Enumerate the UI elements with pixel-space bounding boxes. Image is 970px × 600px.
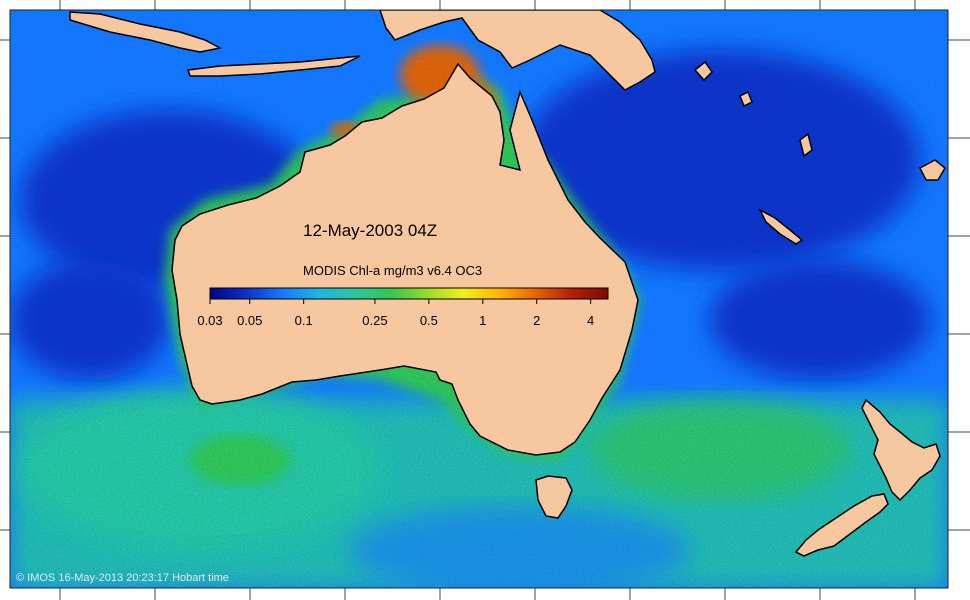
colorbar-tick-label: 1 <box>479 313 487 328</box>
australia-landmass <box>171 62 639 456</box>
map-outline <box>9 9 949 589</box>
colorbar-title: MODIS Chl-a mg/m3 v6.4 OC3 <box>303 263 483 278</box>
colorbar <box>209 287 609 304</box>
new-guinea-landmass <box>379 10 656 91</box>
pacific-islands <box>693 60 946 181</box>
credit-text: © IMOS 16-May-2013 20:23:17 Hobart time <box>16 572 229 584</box>
colorbar-tick-label: 0.25 <box>362 313 388 328</box>
land <box>69 10 946 557</box>
new-zealand-north-island <box>861 398 941 502</box>
date-label: 12-May-2003 04Z <box>303 221 438 240</box>
colorbar-tick-label: 0.03 <box>197 313 223 328</box>
indonesia-islands <box>69 11 361 77</box>
colorbar-tick-label: 2 <box>533 313 541 328</box>
colorbar-gradient <box>209 287 609 300</box>
colorbar-tick-label: 4 <box>587 313 595 328</box>
new-zealand-south-island <box>794 493 889 557</box>
new-caledonia-landmass <box>758 208 804 245</box>
tasmania-landmass <box>535 475 573 519</box>
colorbar-tick-label: 0.5 <box>419 313 438 328</box>
colorbar-tick-label: 0.1 <box>294 313 313 328</box>
colorbar-tick-label: 0.05 <box>237 313 263 328</box>
colorbar-ticks <box>209 299 592 304</box>
